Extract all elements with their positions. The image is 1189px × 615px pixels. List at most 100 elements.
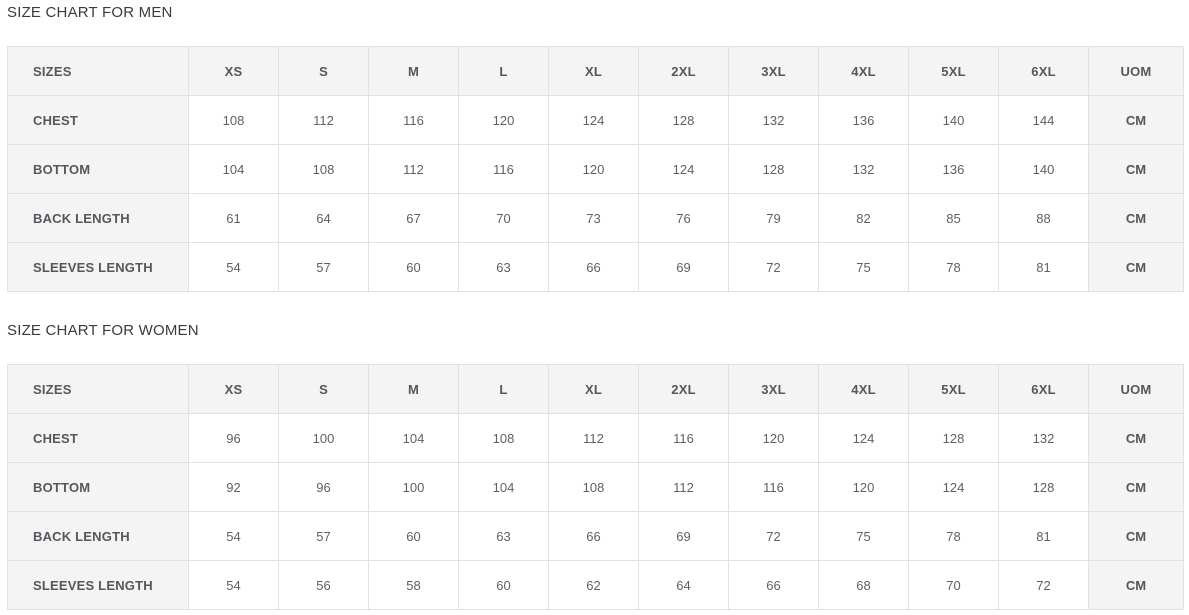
uom-cell: CM [1088,560,1184,610]
size-value-cell: 128 [998,462,1089,512]
size-value-cell: 69 [638,511,729,561]
size-value-cell: 112 [368,144,459,194]
size-value-cell: 108 [548,462,639,512]
size-value-cell: 75 [818,511,909,561]
size-value-cell: 76 [638,193,729,243]
col-header-6xl: 6XL [998,46,1089,96]
size-value-cell: 66 [728,560,819,610]
col-header-l: L [458,46,549,96]
col-header-xl: XL [548,364,639,414]
size-value-cell: 63 [458,511,549,561]
size-value-cell: 132 [728,95,819,145]
size-value-cell: 140 [908,95,999,145]
col-header-xs: XS [188,364,279,414]
size-value-cell: 73 [548,193,639,243]
size-value-cell: 68 [818,560,909,610]
size-value-cell: 66 [548,511,639,561]
col-header-uom: UOM [1088,364,1184,414]
col-header-l: L [458,364,549,414]
size-value-cell: 116 [458,144,549,194]
size-value-cell: 56 [278,560,369,610]
uom-cell: CM [1088,462,1184,512]
size-value-cell: 54 [188,560,279,610]
row-label: CHEST [7,95,189,145]
men-size-table: SIZES XS S M L XL 2XL 3XL 4XL 5XL 6XL UOM CHEST 108 11… [7,46,1184,292]
size-value-cell: 81 [998,511,1089,561]
size-value-cell: 128 [728,144,819,194]
size-chart-men-section: SIZE CHART FOR MEN SIZES XS S M L XL 2XL 3XL 4XL… [7,4,1184,292]
size-value-cell: 108 [458,413,549,463]
size-value-cell: 120 [818,462,909,512]
size-value-cell: 108 [188,95,279,145]
row-label: BOTTOM [7,144,189,194]
size-value-cell: 112 [638,462,729,512]
size-value-cell: 144 [998,95,1089,145]
size-value-cell: 128 [908,413,999,463]
women-size-table: SIZES XS S M L XL 2XL 3XL 4XL 5XL 6XL UOM CHEST 96 100… [7,364,1184,610]
size-value-cell: 96 [278,462,369,512]
row-label: SLEEVES LENGTH [7,242,189,292]
size-value-cell: 120 [458,95,549,145]
size-value-cell: 124 [908,462,999,512]
size-value-cell: 58 [368,560,459,610]
size-value-cell: 108 [278,144,369,194]
size-value-cell: 116 [728,462,819,512]
col-header-4xl: 4XL [818,364,909,414]
size-value-cell: 78 [908,511,999,561]
size-value-cell: 124 [548,95,639,145]
size-value-cell: 132 [998,413,1089,463]
size-value-cell: 72 [998,560,1089,610]
size-value-cell: 60 [458,560,549,610]
row-label: BOTTOM [7,462,189,512]
size-value-cell: 60 [368,242,459,292]
measurement-row: SLEEVES LENGTH 54 56 58 60 62 64 66 68 70 72 CM [7,560,1184,610]
size-value-cell: 62 [548,560,639,610]
uom-cell: CM [1088,511,1184,561]
col-header-2xl: 2XL [638,364,729,414]
col-header-sizes: SIZES [7,364,189,414]
measurement-row: BACK LENGTH 61 64 67 70 73 76 79 82 85 88 CM [7,193,1184,243]
size-value-cell: 66 [548,242,639,292]
size-value-cell: 136 [818,95,909,145]
col-header-2xl: 2XL [638,46,729,96]
size-value-cell: 104 [188,144,279,194]
size-value-cell: 70 [908,560,999,610]
size-value-cell: 70 [458,193,549,243]
col-header-xs: XS [188,46,279,96]
measurement-row: CHEST 96 100 104 108 112 116 120 124 128 132 CM [7,413,1184,463]
measurement-row: BACK LENGTH 54 57 60 63 66 69 72 75 78 81 CM [7,511,1184,561]
size-value-cell: 67 [368,193,459,243]
col-header-xl: XL [548,46,639,96]
men-size-chart-title: SIZE CHART FOR MEN [7,4,173,21]
size-value-cell: 81 [998,242,1089,292]
size-value-cell: 112 [278,95,369,145]
size-value-cell: 75 [818,242,909,292]
size-value-cell: 92 [188,462,279,512]
col-header-s: S [278,364,369,414]
uom-cell: CM [1088,242,1184,292]
size-value-cell: 124 [818,413,909,463]
uom-cell: CM [1088,144,1184,194]
header-row: SIZES XS S M L XL 2XL 3XL 4XL 5XL 6XL UOM [7,364,1184,414]
col-header-m: M [368,364,459,414]
col-header-s: S [278,46,369,96]
size-value-cell: 54 [188,511,279,561]
size-value-cell: 124 [638,144,729,194]
size-chart-women-section: SIZE CHART FOR WOMEN SIZES XS S M L XL 2XL 3XL 4… [7,323,1184,610]
col-header-4xl: 4XL [818,46,909,96]
size-value-cell: 100 [368,462,459,512]
size-value-cell: 82 [818,193,909,243]
size-value-cell: 85 [908,193,999,243]
col-header-3xl: 3XL [728,46,819,96]
size-value-cell: 100 [278,413,369,463]
size-value-cell: 78 [908,242,999,292]
row-label: BACK LENGTH [7,193,189,243]
size-value-cell: 132 [818,144,909,194]
measurement-row: BOTTOM 104 108 112 116 120 124 128 132 136 140 CM [7,144,1184,194]
size-value-cell: 140 [998,144,1089,194]
size-value-cell: 61 [188,193,279,243]
col-header-uom: UOM [1088,46,1184,96]
size-value-cell: 57 [278,242,369,292]
size-value-cell: 79 [728,193,819,243]
size-value-cell: 128 [638,95,729,145]
